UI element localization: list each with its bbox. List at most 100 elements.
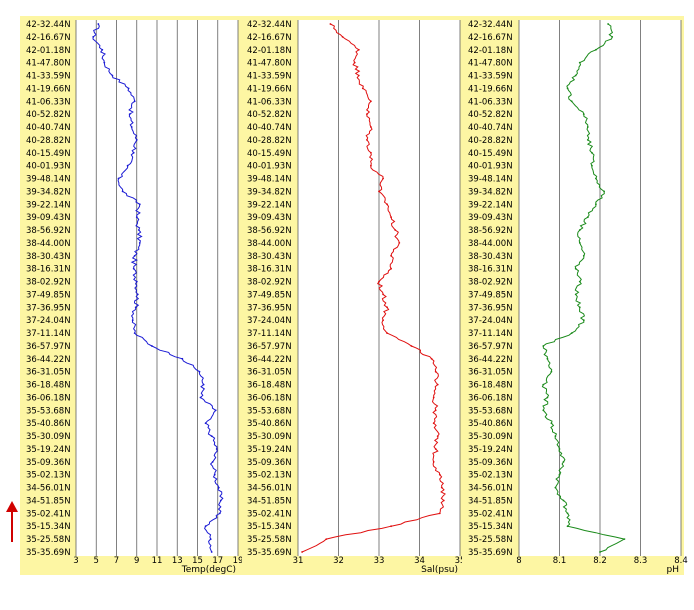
latitude-label: 35-25.58N xyxy=(247,535,292,545)
data-point xyxy=(398,242,401,244)
latitude-label: 37-36.95N xyxy=(247,303,292,313)
latitude-label: 36-44.22N xyxy=(468,355,513,365)
data-point xyxy=(210,435,213,437)
x-tick-label: 35 xyxy=(455,556,466,566)
latitude-label: 42-01.18N xyxy=(26,46,71,56)
latitude-label: 35-02.41N xyxy=(468,509,513,519)
data-point xyxy=(131,319,134,322)
latitude-label: 36-18.48N xyxy=(468,381,513,391)
data-point xyxy=(382,177,384,180)
latitude-label: 34-51.85N xyxy=(247,496,292,506)
data-point xyxy=(101,48,104,51)
data-point xyxy=(382,319,384,322)
latitude-label: 36-44.22N xyxy=(26,355,71,365)
latitude-label: 37-11.14N xyxy=(468,329,513,339)
data-point xyxy=(357,48,360,51)
latitude-label: 35-53.68N xyxy=(26,406,71,416)
data-point xyxy=(204,422,207,425)
data-point xyxy=(133,332,136,334)
profile-panel-3: 42-32.44N 42-16.67N 42-01.18N 41-47.80N 41-3… xyxy=(462,16,688,575)
latitude-label: 38-02.92N xyxy=(468,278,513,288)
latitude-label: 35-40.86N xyxy=(26,419,71,429)
latitude-label: 36-31.05N xyxy=(468,368,513,378)
latitude-label: 42-01.18N xyxy=(247,46,292,56)
data-point xyxy=(301,551,303,553)
latitude-label: 41-33.59N xyxy=(468,72,513,82)
latitude-label: 35-30.09N xyxy=(26,432,71,442)
latitude-label: 35-02.13N xyxy=(26,471,71,481)
data-point xyxy=(133,100,136,103)
data-point xyxy=(390,525,392,528)
latitude-label: 35-15.34N xyxy=(247,522,292,532)
data-point xyxy=(434,370,437,373)
latitude-label: 36-06.18N xyxy=(468,393,513,403)
latitude-label: 35-25.58N xyxy=(26,535,71,545)
latitude-label: 39-09.43N xyxy=(26,213,71,223)
x-tick-label: 34 xyxy=(414,556,425,566)
latitude-label: 38-16.31N xyxy=(468,265,513,275)
data-point xyxy=(97,23,100,25)
data-point xyxy=(586,216,589,219)
latitude-label: 37-49.85N xyxy=(468,290,513,300)
data-point xyxy=(133,254,136,257)
data-point xyxy=(436,383,439,386)
latitude-label: 41-33.59N xyxy=(247,72,292,82)
data-point xyxy=(440,486,443,489)
latitude-label: 37-11.14N xyxy=(26,329,71,339)
latitude-label: 35-15.34N xyxy=(468,522,513,532)
data-point xyxy=(438,473,441,476)
latitude-label: 37-49.85N xyxy=(26,290,71,300)
data-point xyxy=(218,512,221,515)
data-point xyxy=(215,448,218,450)
data-point xyxy=(136,293,139,296)
data-point xyxy=(595,48,597,51)
latitude-label: 36-06.18N xyxy=(26,393,71,403)
data-point xyxy=(390,216,392,219)
data-point xyxy=(434,448,437,450)
latitude-label: 40-52.82N xyxy=(26,110,71,120)
data-point xyxy=(135,139,138,141)
x-axis-title: Temp(degC) xyxy=(181,565,236,575)
latitude-label: 35-35.69N xyxy=(26,548,71,558)
direction-arrow xyxy=(6,501,18,542)
data-point xyxy=(566,525,569,528)
latitude-label: 35-09.36N xyxy=(26,458,71,468)
data-point xyxy=(578,242,581,244)
data-point xyxy=(578,61,581,64)
data-point xyxy=(558,448,561,450)
latitude-label: 40-52.82N xyxy=(468,110,513,120)
data-point xyxy=(432,396,435,399)
data-point xyxy=(611,36,614,38)
latitude-label: 37-24.04N xyxy=(247,316,292,326)
data-point xyxy=(382,293,384,296)
latitude-label: 35-19.24N xyxy=(26,445,71,455)
series-line xyxy=(92,23,224,553)
latitude-label: 38-56.92N xyxy=(468,226,513,236)
latitude-label: 39-48.14N xyxy=(247,175,292,185)
data-point xyxy=(550,370,553,373)
profile-panel-2: 42-32.44N 42-16.67N 42-01.18N 41-47.80N 41-3… xyxy=(242,16,465,575)
latitude-label: 35-02.41N xyxy=(247,509,292,519)
data-point xyxy=(574,74,577,77)
data-point xyxy=(204,525,207,528)
latitude-label: 37-24.04N xyxy=(26,316,71,326)
data-point xyxy=(578,306,581,309)
latitude-label: 40-15.49N xyxy=(247,149,292,159)
latitude-label: 42-01.18N xyxy=(468,46,513,56)
latitude-label: 37-24.04N xyxy=(468,316,513,326)
latitude-label: 37-36.95N xyxy=(26,303,71,313)
data-point xyxy=(126,164,129,167)
data-point xyxy=(566,512,569,515)
latitude-label: 35-30.09N xyxy=(247,432,292,442)
x-tick-label: 17 xyxy=(212,556,223,566)
data-point xyxy=(217,486,220,489)
latitude-label: 34-51.85N xyxy=(468,496,513,506)
latitude-label: 41-19.66N xyxy=(247,84,292,94)
latitude-label: 37-49.85N xyxy=(247,290,292,300)
latitude-label: 37-11.14N xyxy=(247,329,292,339)
latitude-label: 39-22.14N xyxy=(468,200,513,210)
latitude-label: 40-28.82N xyxy=(26,136,71,146)
data-point xyxy=(599,551,601,553)
data-point xyxy=(130,126,133,128)
latitude-label: 38-16.31N xyxy=(26,265,71,275)
